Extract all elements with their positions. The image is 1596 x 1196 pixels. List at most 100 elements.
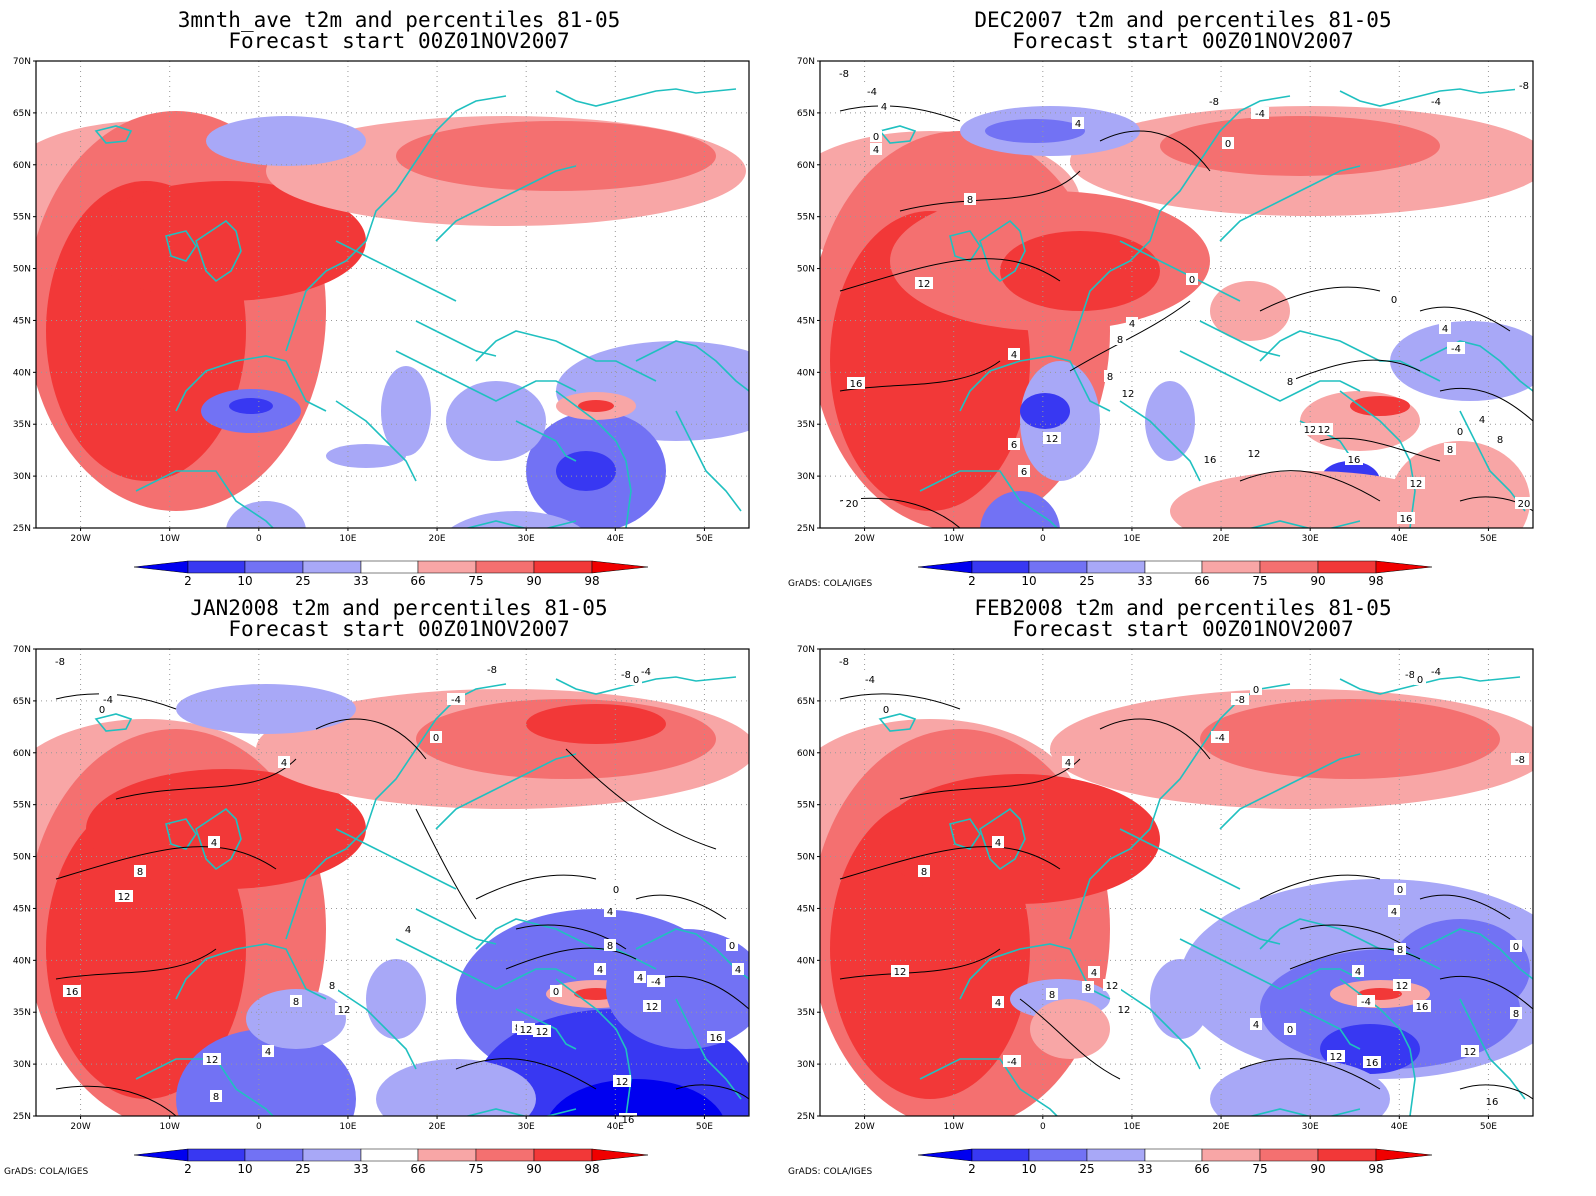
lon-tick-label: 10E [1123,1122,1140,1132]
lat-tick-label: 70N [797,645,815,655]
panel-title: JAN2008 t2m and percentiles 81-05 [190,596,608,620]
percentile-shade [1145,381,1195,461]
contour-label: 12 [1396,981,1409,992]
map-figure: 70N 65N 60N 55N 50N 45N 40N 35N 30N 25N 20W 10W 0 10E… [13,57,750,588]
contour-label: 4 [1391,907,1397,918]
contour-line [655,975,749,1010]
contour-line [839,846,1061,880]
percentile-shade [86,769,366,889]
contour-label: 8 [1085,983,1091,994]
contour-line [1239,1058,1381,1090]
contour-label: -4 [1215,733,1225,744]
lat-tick-label: 65N [797,109,815,119]
lon-tick-label: 10W [944,1122,964,1132]
contour-label: -4 [1431,97,1441,108]
contour-label: 8 [1447,445,1453,456]
colorbar-label: 10 [1021,574,1036,588]
contour-label: -4 [867,87,877,98]
contour-lines [55,693,749,1116]
contour-line [1319,437,1441,462]
lon-tick-label: 40E [607,534,624,544]
contour-label: 12 [1122,389,1135,400]
lat-tick-label: 60N [13,161,31,171]
contour-label: 8 [213,1092,219,1103]
panel-subtitle: Forecast start 00Z01NOV2007 [228,617,570,641]
lat-tick-label: 45N [13,316,31,326]
contour-label: 12 [646,1002,659,1013]
contour-label: -8 [1515,755,1525,766]
contour-label: 0 [873,132,879,143]
colorbar-label: 33 [1137,574,1152,588]
plot-frame [35,648,750,1117]
contour-label: -4 [1007,1057,1017,1068]
lon-tick-label: 20E [428,534,445,544]
coastline [1459,998,1526,1100]
contour-label: 16 [850,379,863,390]
colorbar-label: 33 [353,574,368,588]
percentile-shade [1350,396,1410,416]
lat-tick-label: 25N [797,524,815,534]
map-panel: DEC2007 t2m and percentiles 81-05 Foreca… [784,0,1582,598]
lat-tick-label: 50N [797,853,815,863]
contour-label: 4 [607,907,613,918]
panel-title: 3mnth_ave t2m and percentiles 81-05 [177,8,621,32]
colorbar-box [475,1148,535,1162]
contour-label: 4 [1253,1020,1259,1031]
lat-tick-label: 60N [797,749,815,759]
percentile-shade [578,400,614,412]
colorbar-box [187,560,246,574]
percentile-shade [1170,471,1450,528]
contour-label: 12 [1318,425,1331,436]
contour-label: 12 [338,1005,351,1016]
contour-label: 16 [1486,1097,1499,1108]
percentile-shade [606,929,749,1049]
contour-label: 8 [1287,377,1293,388]
lon-tick-label: 0 [256,1122,262,1132]
contour-line [899,758,1081,800]
contour-label: 6 [1021,467,1027,478]
contour-label: 12 [616,1077,629,1088]
coastline [1339,88,1521,107]
colorbar-label: 2 [184,574,192,588]
coastline [395,350,577,402]
colorbar-box [302,560,362,574]
contour-line [675,1084,749,1100]
percentile-shade [1200,699,1500,779]
coastline [1119,988,1201,1070]
contour-line [839,948,1001,980]
coastline [165,230,197,262]
colorbar-label: 66 [410,574,425,588]
lat-tick-label: 50N [797,265,815,275]
contour-label: 4 [735,965,741,976]
contour-label: 0 [729,941,735,952]
colorbar-label: 10 [1021,1162,1036,1176]
colorbar-box [1144,1148,1203,1162]
map-panel: FEB2008 t2m and percentiles 81-05 Foreca… [784,588,1582,1186]
colorbar-box [417,560,477,574]
colorbar-label: 10 [237,1162,252,1176]
contour-label: 12 [206,1055,219,1066]
lat-tick-label: 30N [797,1060,815,1070]
lon-tick-label: 50E [696,534,713,544]
contour-line [1459,1084,1533,1100]
coastline [335,240,457,302]
contour-label: 0 [633,675,639,686]
contour-label: 4 [1442,324,1448,335]
lon-tick-label: 50E [696,1122,713,1132]
contour-label: 4 [995,838,1001,849]
coastline [335,828,457,890]
lon-tick-label: 30E [1302,534,1319,544]
contour-label: 0 [1513,942,1519,953]
colorbar-box [1144,560,1203,574]
contour-line [1099,130,1211,172]
contour-label: 8 [1497,435,1503,446]
lon-tick-label: 20W [854,534,874,544]
coastline [555,676,737,695]
coastline [435,753,577,830]
percentile-shade [326,444,406,468]
contour-label: 4 [1091,968,1097,979]
colorbar-label: 90 [1310,574,1325,588]
contour-label: 20 [1518,499,1531,510]
contour-labels: -8-404481216-8-40-8-4048124128812480124-… [51,655,744,1126]
